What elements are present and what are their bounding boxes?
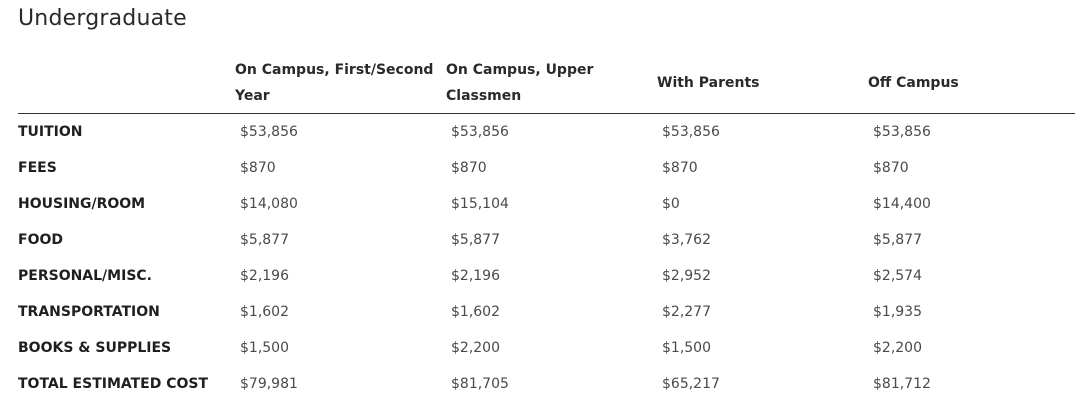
column-header-on-campus-first-second-year: On Campus, First/Second Year	[235, 52, 446, 114]
table-cell: $870	[451, 160, 487, 176]
table-cell: $2,952	[662, 268, 711, 284]
table-row: FOOD $5,877 $5,877 $3,762 $5,877	[18, 222, 1075, 258]
row-label-fees: FEES	[18, 160, 57, 176]
table-cell: $2,196	[451, 268, 500, 284]
table-cell: $5,877	[451, 232, 500, 248]
table-cell: $2,574	[873, 268, 922, 284]
table-row: TUITION $53,856 $53,856 $53,856 $53,856	[18, 114, 1075, 151]
table-cell: $1,500	[662, 340, 711, 356]
table-cell: $3,762	[662, 232, 711, 248]
table-cell: $2,277	[662, 304, 711, 320]
table-cell: $53,856	[873, 124, 931, 140]
table-cell: $870	[662, 160, 698, 176]
table-cell: $1,602	[240, 304, 289, 320]
table-cell: $5,877	[240, 232, 289, 248]
table-cell: $14,080	[240, 196, 298, 212]
table-cell: $81,712	[873, 376, 931, 392]
table-cell: $2,200	[451, 340, 500, 356]
page-title: Undergraduate	[18, 6, 187, 31]
row-label-books-supplies: BOOKS & SUPPLIES	[18, 340, 172, 356]
table-row: FEES $870 $870 $870 $870	[18, 150, 1075, 186]
row-label-housing-room: HOUSING/ROOM	[18, 196, 146, 212]
table-cell: $53,856	[451, 124, 509, 140]
table-cell: $1,602	[451, 304, 500, 320]
table-cell: $1,500	[240, 340, 289, 356]
row-label-tuition: TUITION	[18, 124, 83, 140]
table-cell: $53,856	[662, 124, 720, 140]
row-label-food: FOOD	[18, 232, 63, 248]
table-cell: $2,200	[873, 340, 922, 356]
table-cell: $79,981	[240, 376, 298, 392]
table-cell: $53,856	[240, 124, 298, 140]
table-cell: $14,400	[873, 196, 931, 212]
table-header-row: On Campus, First/Second Year On Campus, …	[18, 52, 1075, 114]
table-cell: $81,705	[451, 376, 509, 392]
table-row-total: TOTAL ESTIMATED COST $79,981 $81,705 $65…	[18, 366, 1075, 402]
table-cell: $5,877	[873, 232, 922, 248]
table-cell: $1,935	[873, 304, 922, 320]
row-label-personal-misc: PERSONAL/MISC.	[18, 268, 152, 284]
table-cell: $870	[240, 160, 276, 176]
table-cell: $65,217	[662, 376, 720, 392]
row-label-transportation: TRANSPORTATION	[18, 304, 160, 320]
table-cell: $2,196	[240, 268, 289, 284]
column-header-with-parents: With Parents	[657, 52, 868, 114]
table-row: BOOKS & SUPPLIES $1,500 $2,200 $1,500 $2…	[18, 330, 1075, 366]
table-cell: $0	[662, 196, 680, 212]
column-header-on-campus-upper-classmen: On Campus, Upper Classmen	[446, 52, 657, 114]
column-header-off-campus: Off Campus	[868, 52, 1075, 114]
table-row: HOUSING/ROOM $14,080 $15,104 $0 $14,400	[18, 186, 1075, 222]
table-row: PERSONAL/MISC. $2,196 $2,196 $2,952 $2,5…	[18, 258, 1075, 294]
table-cell: $870	[873, 160, 909, 176]
row-label-total-estimated-cost: TOTAL ESTIMATED COST	[18, 376, 209, 392]
cost-of-attendance-table: On Campus, First/Second Year On Campus, …	[18, 52, 1075, 402]
table-cell: $15,104	[451, 196, 509, 212]
column-header-category	[18, 52, 235, 114]
table-row: TRANSPORTATION $1,602 $1,602 $2,277 $1,9…	[18, 294, 1075, 330]
